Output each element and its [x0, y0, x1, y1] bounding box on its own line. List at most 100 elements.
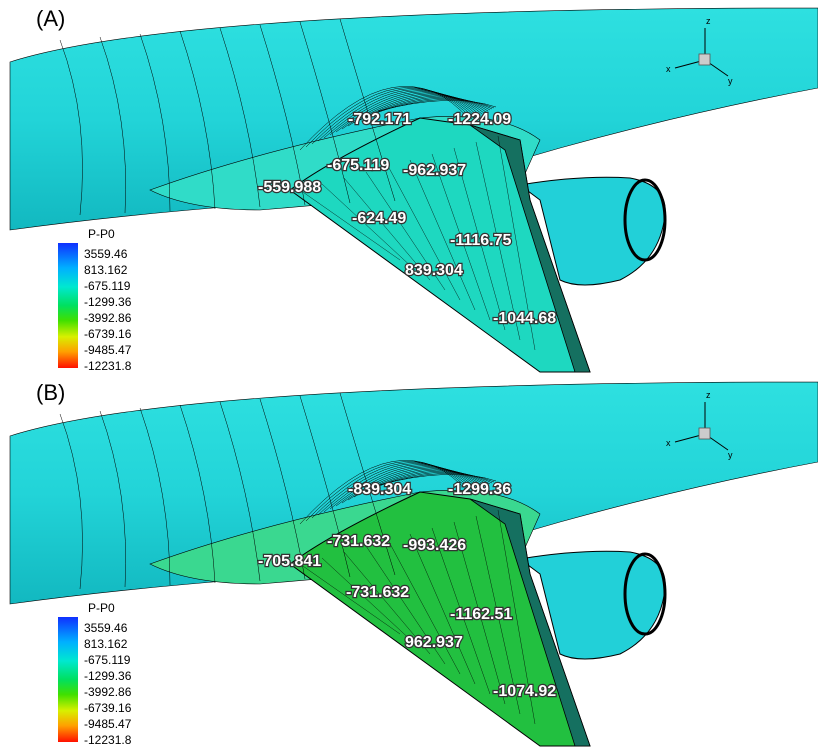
wing-contour: [321, 183, 416, 271]
wing-contour: [431, 153, 491, 321]
contour-line: [371, 99, 495, 115]
legend-label: -3992.86: [84, 311, 132, 325]
contour-value: -1116.75: [450, 232, 512, 249]
contour-value: -1299.36: [448, 481, 511, 498]
contour-line: [335, 92, 483, 133]
wing-contour: [343, 177, 431, 281]
contour-value: -731.632: [346, 584, 409, 601]
contour-value: -792.171: [348, 111, 411, 128]
wing-contour: [365, 171, 446, 291]
contour-value: -1044.68: [493, 310, 556, 327]
contour-line: [139, 33, 171, 212]
contour-line: [139, 407, 171, 586]
contour-line: [353, 95, 489, 124]
contour-line: [377, 100, 497, 112]
wing-contour: [343, 551, 431, 655]
wing-contour: [321, 557, 416, 645]
legend-label: -675.119: [84, 653, 131, 667]
legend-label: 813.162: [84, 637, 128, 651]
axis-label: z: [706, 16, 711, 26]
contour-line: [329, 91, 481, 136]
axis-label: x: [666, 64, 671, 74]
contour-line: [353, 469, 489, 498]
contour-line: [323, 90, 479, 139]
contour-line: [299, 21, 351, 204]
legend-label: -12231.8: [84, 733, 132, 747]
contour-line: [341, 93, 485, 130]
contour-value: -1224.09: [448, 111, 511, 128]
legend-label: -1299.36: [84, 669, 132, 683]
wing-contour: [453, 521, 506, 705]
legend-label: -12231.8: [84, 359, 132, 373]
legend-label: -6739.16: [84, 327, 132, 341]
contour-line: [305, 461, 473, 522]
contour-value: -962.937: [403, 162, 466, 179]
contour-value: -839.304: [348, 481, 411, 498]
axis-cube: [698, 53, 711, 66]
wing-contour: [365, 545, 446, 665]
wing-contour: [497, 135, 536, 351]
legend-label: -675.119: [84, 279, 131, 293]
legend-label: 3559.46: [84, 247, 128, 261]
contour-line: [305, 87, 473, 148]
contour-line: [99, 410, 126, 588]
contour-line: [329, 465, 481, 510]
nacelle-lip: [623, 178, 667, 262]
axis-cube: [698, 427, 711, 440]
contour-line: [377, 474, 497, 486]
legend-label: -6739.16: [84, 701, 132, 715]
contour-line: [339, 392, 396, 576]
contour-line: [347, 468, 487, 501]
panel-label: (B): [36, 380, 65, 405]
panel-label: (A): [36, 6, 65, 31]
axis-label: y: [728, 450, 733, 460]
wing-contour: [299, 189, 401, 261]
contour-line: [299, 86, 471, 151]
contour-value: 839.304: [405, 262, 463, 279]
contour-line: [59, 39, 83, 216]
wing-contour: [409, 533, 476, 685]
legend-title: P-P0: [88, 601, 115, 615]
contour-line: [317, 463, 477, 516]
legend-title: P-P0: [88, 227, 115, 241]
wing-contour: [475, 141, 521, 341]
legend-label: -1299.36: [84, 295, 132, 309]
wing-flap: [469, 124, 591, 373]
contour-line: [259, 24, 306, 206]
colorbar: [58, 243, 78, 368]
colorbar: [58, 617, 78, 742]
legend-label: 813.162: [84, 263, 128, 277]
contour-value: -559.988: [258, 179, 321, 196]
nacelle-lip: [623, 552, 667, 636]
axis-label: z: [706, 390, 711, 400]
contour-line: [371, 473, 495, 489]
contour-line: [341, 467, 485, 504]
contour-value: -1162.51: [450, 606, 512, 623]
contour-value: 962.937: [405, 634, 463, 651]
panel: (A) P-P0 3559.46 813.162 -675.119 -1299.36 -39…: [9, 6, 818, 373]
contour-line: [219, 27, 261, 208]
contour-line: [317, 89, 477, 142]
contour-line: [339, 18, 396, 202]
contour-line: [299, 460, 471, 525]
axis-label: x: [666, 438, 671, 448]
contour-value: -675.119: [327, 157, 389, 174]
legend-label: 3559.46: [84, 621, 128, 635]
panel: (B) P-P0 3559.46 813.162 -675.119 -1299.36 -39…: [9, 380, 818, 747]
contour-value: -624.49: [352, 210, 406, 227]
contour-value: -731.632: [327, 533, 390, 550]
wing-contour: [299, 563, 401, 635]
legend-label: -9485.47: [84, 343, 132, 357]
contour-line: [311, 88, 475, 145]
contour-line: [99, 36, 126, 214]
legend-label: -3992.86: [84, 685, 132, 699]
contour-line: [59, 413, 83, 590]
contour-line: [323, 464, 479, 513]
contour-value: -993.426: [403, 537, 466, 554]
wing-contour: [387, 539, 461, 675]
contour-line: [335, 466, 483, 507]
wing-flap: [469, 498, 591, 747]
legend-label: -9485.47: [84, 717, 132, 731]
contour-line: [259, 398, 306, 580]
